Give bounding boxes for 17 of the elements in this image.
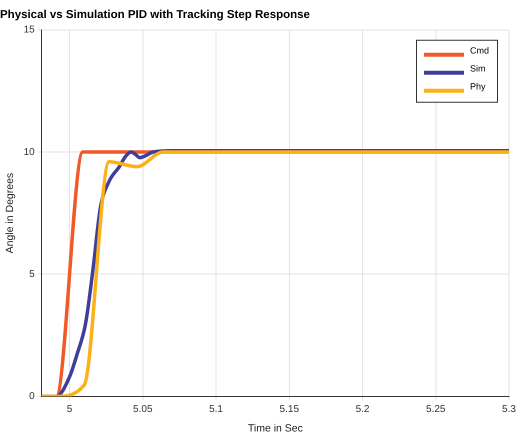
x-tick-label: 5: [66, 404, 73, 416]
x-tick-label: 5.1: [209, 404, 224, 416]
y-tick-label: 0: [29, 391, 36, 402]
y-axis-title: Angle in Degrees: [4, 172, 16, 254]
x-tick-label: 5.05: [133, 404, 153, 416]
legend-label: Sim: [470, 63, 486, 74]
x-tick-label: 5.25: [426, 404, 446, 416]
x-tick-label: 5.3: [502, 404, 516, 416]
x-tick-label: 5.15: [280, 404, 300, 416]
chart-title: Physical vs Simulation PID with Tracking Step Response: [0, 9, 310, 22]
x-tick-label: 5.2: [356, 404, 370, 416]
x-axis-title: Time in Sec: [248, 422, 303, 435]
y-tick-label: 15: [24, 24, 36, 36]
y-tick-label: 10: [24, 146, 36, 158]
legend-label: Cmd: [470, 45, 490, 56]
y-tick-label: 5: [29, 268, 36, 280]
legend-label: Phy: [470, 81, 486, 92]
